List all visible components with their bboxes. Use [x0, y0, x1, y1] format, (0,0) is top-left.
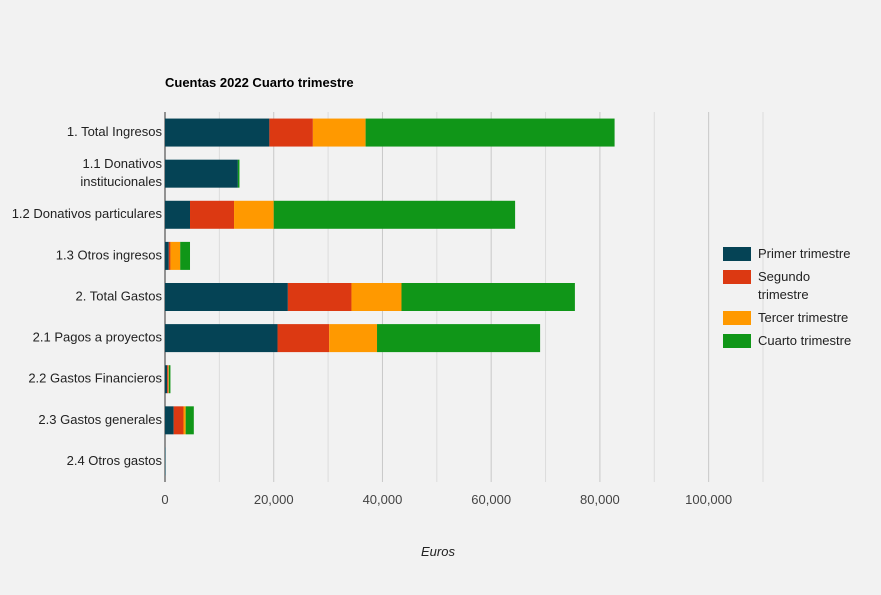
legend-label: Primer trimestre [758, 246, 850, 261]
x-tick-label: 60,000 [471, 492, 511, 507]
legend-label: Tercer trimestre [758, 310, 848, 325]
x-tick-label: 80,000 [580, 492, 620, 507]
bar-segment[interactable] [377, 324, 541, 353]
bars [165, 118, 615, 476]
category-label: 1.1 Donativos [83, 156, 163, 171]
bar-segment[interactable] [168, 365, 171, 394]
bar-segment[interactable] [234, 200, 274, 229]
x-axis-label: Euros [421, 544, 455, 559]
bar-segment[interactable] [365, 118, 615, 147]
bar-segment[interactable] [173, 406, 184, 435]
category-label: 1.3 Otros ingresos [56, 247, 163, 262]
bar-segment[interactable] [165, 406, 174, 435]
x-tick-labels: 0 20,000 40,000 60,000 80,000 100,000 [161, 492, 732, 507]
legend-label: trimestre [758, 287, 809, 302]
bar-segment[interactable] [165, 241, 169, 270]
legend-swatch [723, 311, 751, 325]
category-label: 2.3 Gastos generales [38, 412, 162, 427]
bar-segment[interactable] [180, 241, 191, 270]
x-tick-label: 0 [161, 492, 168, 507]
x-tick-label: 20,000 [254, 492, 294, 507]
bar-segment[interactable] [165, 200, 191, 229]
x-tick-label: 40,000 [363, 492, 403, 507]
legend-item[interactable]: Segundo trimestre [723, 269, 810, 302]
legend-swatch [723, 334, 751, 348]
bar-segment[interactable] [170, 241, 181, 270]
bar-segment[interactable] [277, 324, 330, 353]
bar-segment[interactable] [329, 324, 378, 353]
category-label: 2. Total Gastos [76, 288, 163, 303]
bar-segment[interactable] [165, 118, 270, 147]
bar-segment[interactable] [273, 200, 516, 229]
category-label: 2.4 Otros gastos [67, 453, 163, 468]
legend-label: Segundo [758, 269, 810, 284]
bar-segment[interactable] [269, 118, 313, 147]
bar-segment[interactable] [190, 200, 235, 229]
bar-segment[interactable] [401, 283, 575, 311]
legend[interactable]: Primer trimestre Segundo trimestre Tercer t… [723, 246, 851, 348]
bar-segment[interactable] [165, 365, 168, 394]
legend-label: Cuarto trimestre [758, 333, 851, 348]
bar-segment[interactable] [165, 447, 166, 476]
bar-segment[interactable] [185, 406, 194, 435]
legend-item[interactable]: Primer trimestre [723, 246, 850, 261]
bar-segment[interactable] [165, 324, 278, 353]
legend-swatch [723, 270, 751, 284]
legend-swatch [723, 247, 751, 261]
bar-segment[interactable] [165, 283, 288, 311]
bar-segment[interactable] [287, 283, 352, 311]
bar-segment[interactable] [237, 159, 240, 188]
bar-segment[interactable] [351, 283, 402, 311]
category-label: 2.1 Pagos a proyectos [33, 330, 163, 345]
category-labels: 1. Total Ingresos 1.1 Donativos institucio… [12, 124, 163, 468]
legend-item[interactable]: Tercer trimestre [723, 310, 848, 325]
category-label: 1. Total Ingresos [67, 124, 163, 139]
category-label: institucionales [80, 174, 162, 189]
category-label: 1.2 Donativos particulares [12, 206, 163, 221]
bar-segment[interactable] [165, 159, 238, 188]
bar-segment[interactable] [168, 365, 169, 394]
chart-title: Cuentas 2022 Cuarto trimestre [165, 75, 354, 90]
bar-segment[interactable] [312, 118, 366, 147]
bar-segment[interactable] [167, 365, 169, 394]
bar-segment[interactable] [183, 406, 186, 435]
legend-item[interactable]: Cuarto trimestre [723, 333, 851, 348]
category-label: 2.2 Gastos Financieros [28, 371, 162, 386]
bar-segment[interactable] [168, 241, 171, 270]
x-tick-label: 100,000 [685, 492, 732, 507]
